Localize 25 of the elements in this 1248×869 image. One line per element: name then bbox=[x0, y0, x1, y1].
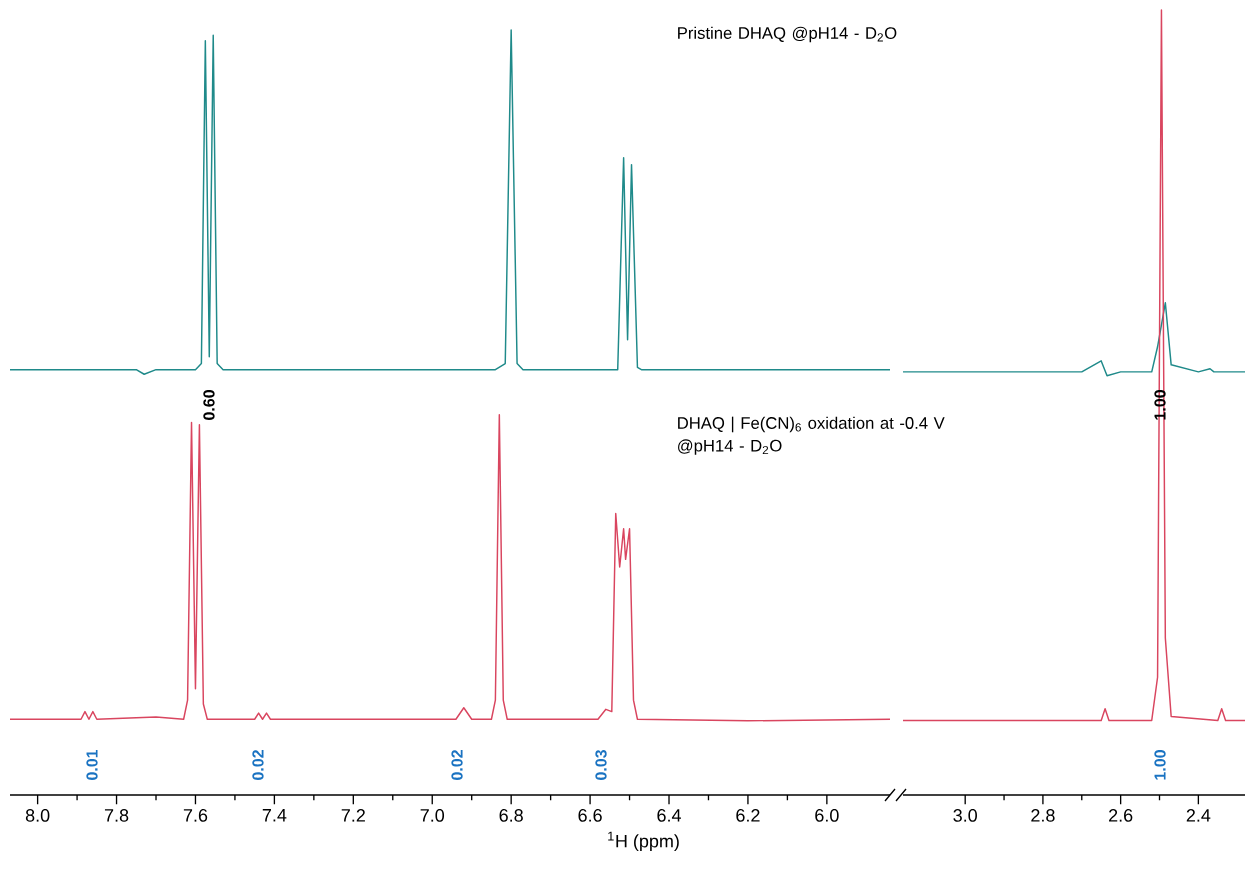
x-tick-label: 6.6 bbox=[578, 809, 602, 822]
x-tick-label: 6.8 bbox=[499, 809, 523, 822]
x-tick-label: 7.8 bbox=[104, 809, 129, 822]
x-tick-label: 7.6 bbox=[183, 809, 208, 822]
annotation: 0.60 bbox=[203, 390, 215, 420]
annotation: 1.00 bbox=[1154, 390, 1166, 420]
annotation: 0.01 bbox=[86, 749, 98, 780]
annotation: 0.02 bbox=[451, 750, 463, 780]
x-tick-label: 2.4 bbox=[1186, 809, 1211, 822]
annotation: 0.02 bbox=[252, 750, 264, 780]
x-tick-label: 7.0 bbox=[420, 809, 445, 822]
x-tick-label: 8.0 bbox=[25, 809, 50, 822]
x-tick-label: 7.4 bbox=[262, 809, 287, 822]
annotation: 0.03 bbox=[595, 750, 607, 780]
annotation: Pristine DHAQ @pH14 - D$_{2}$O bbox=[678, 26, 897, 43]
x-tick-label: 6.4 bbox=[657, 809, 682, 822]
x-tick-label: 6.0 bbox=[815, 809, 839, 822]
x-tick-label: 3.0 bbox=[953, 809, 977, 822]
x-tick-label: 6.2 bbox=[736, 809, 760, 822]
x-tick-label: 2.8 bbox=[1031, 809, 1055, 822]
x-tick-label: 7.2 bbox=[341, 809, 365, 822]
x-tick-label: 2.6 bbox=[1109, 809, 1133, 822]
x-axis-title: $^{1}$H (ppm) bbox=[608, 831, 679, 852]
annotation: 1.00 bbox=[1154, 750, 1166, 780]
text: DHAQ | Fe(CN)$_{6}$ oxidation at -0.4 V @pH14 - D$_{2}$O bbox=[678, 416, 945, 455]
